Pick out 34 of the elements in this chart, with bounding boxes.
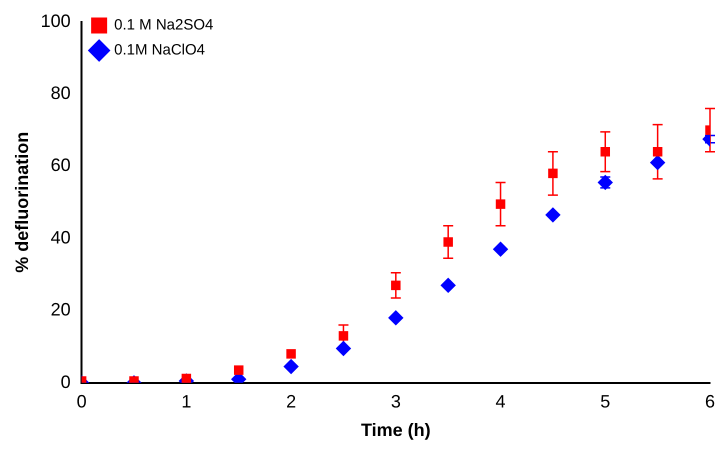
y-tick-label: 80: [50, 82, 71, 103]
point: [493, 242, 508, 257]
point: [545, 207, 560, 222]
x-axis-title: Time (h): [360, 420, 431, 440]
legend-label: 0.1M NaClO4: [114, 42, 206, 59]
point: [391, 280, 401, 290]
y-tick-label: 100: [40, 10, 71, 31]
point: [286, 349, 296, 359]
x-tick-label: 4: [496, 392, 506, 412]
y-axis-title: % defluorination: [12, 132, 32, 273]
point: [182, 374, 192, 383]
point: [234, 365, 244, 375]
x-tick-label: 5: [600, 392, 610, 412]
x-tick-label: 0: [76, 392, 87, 412]
point: [284, 359, 299, 374]
point: [548, 168, 558, 178]
point: [443, 237, 453, 247]
point: [338, 331, 348, 341]
y-tick-label: 60: [50, 155, 71, 176]
x-tick-label: 1: [181, 392, 192, 412]
point: [496, 199, 506, 209]
point: [650, 155, 666, 170]
point: [336, 341, 351, 356]
point: [652, 147, 662, 157]
y-tick-label: 20: [50, 300, 71, 320]
point: [600, 147, 610, 157]
x-tick-label: 3: [390, 392, 401, 412]
x-tick-label: 2: [286, 392, 296, 412]
point: [388, 310, 404, 326]
legend-label: 0.1 M Na2SO4: [114, 16, 214, 34]
y-tick-label: 40: [50, 227, 71, 248]
point: [440, 278, 456, 293]
x-tick-label: 6: [704, 392, 716, 412]
y-tick-label: 0: [60, 372, 71, 392]
